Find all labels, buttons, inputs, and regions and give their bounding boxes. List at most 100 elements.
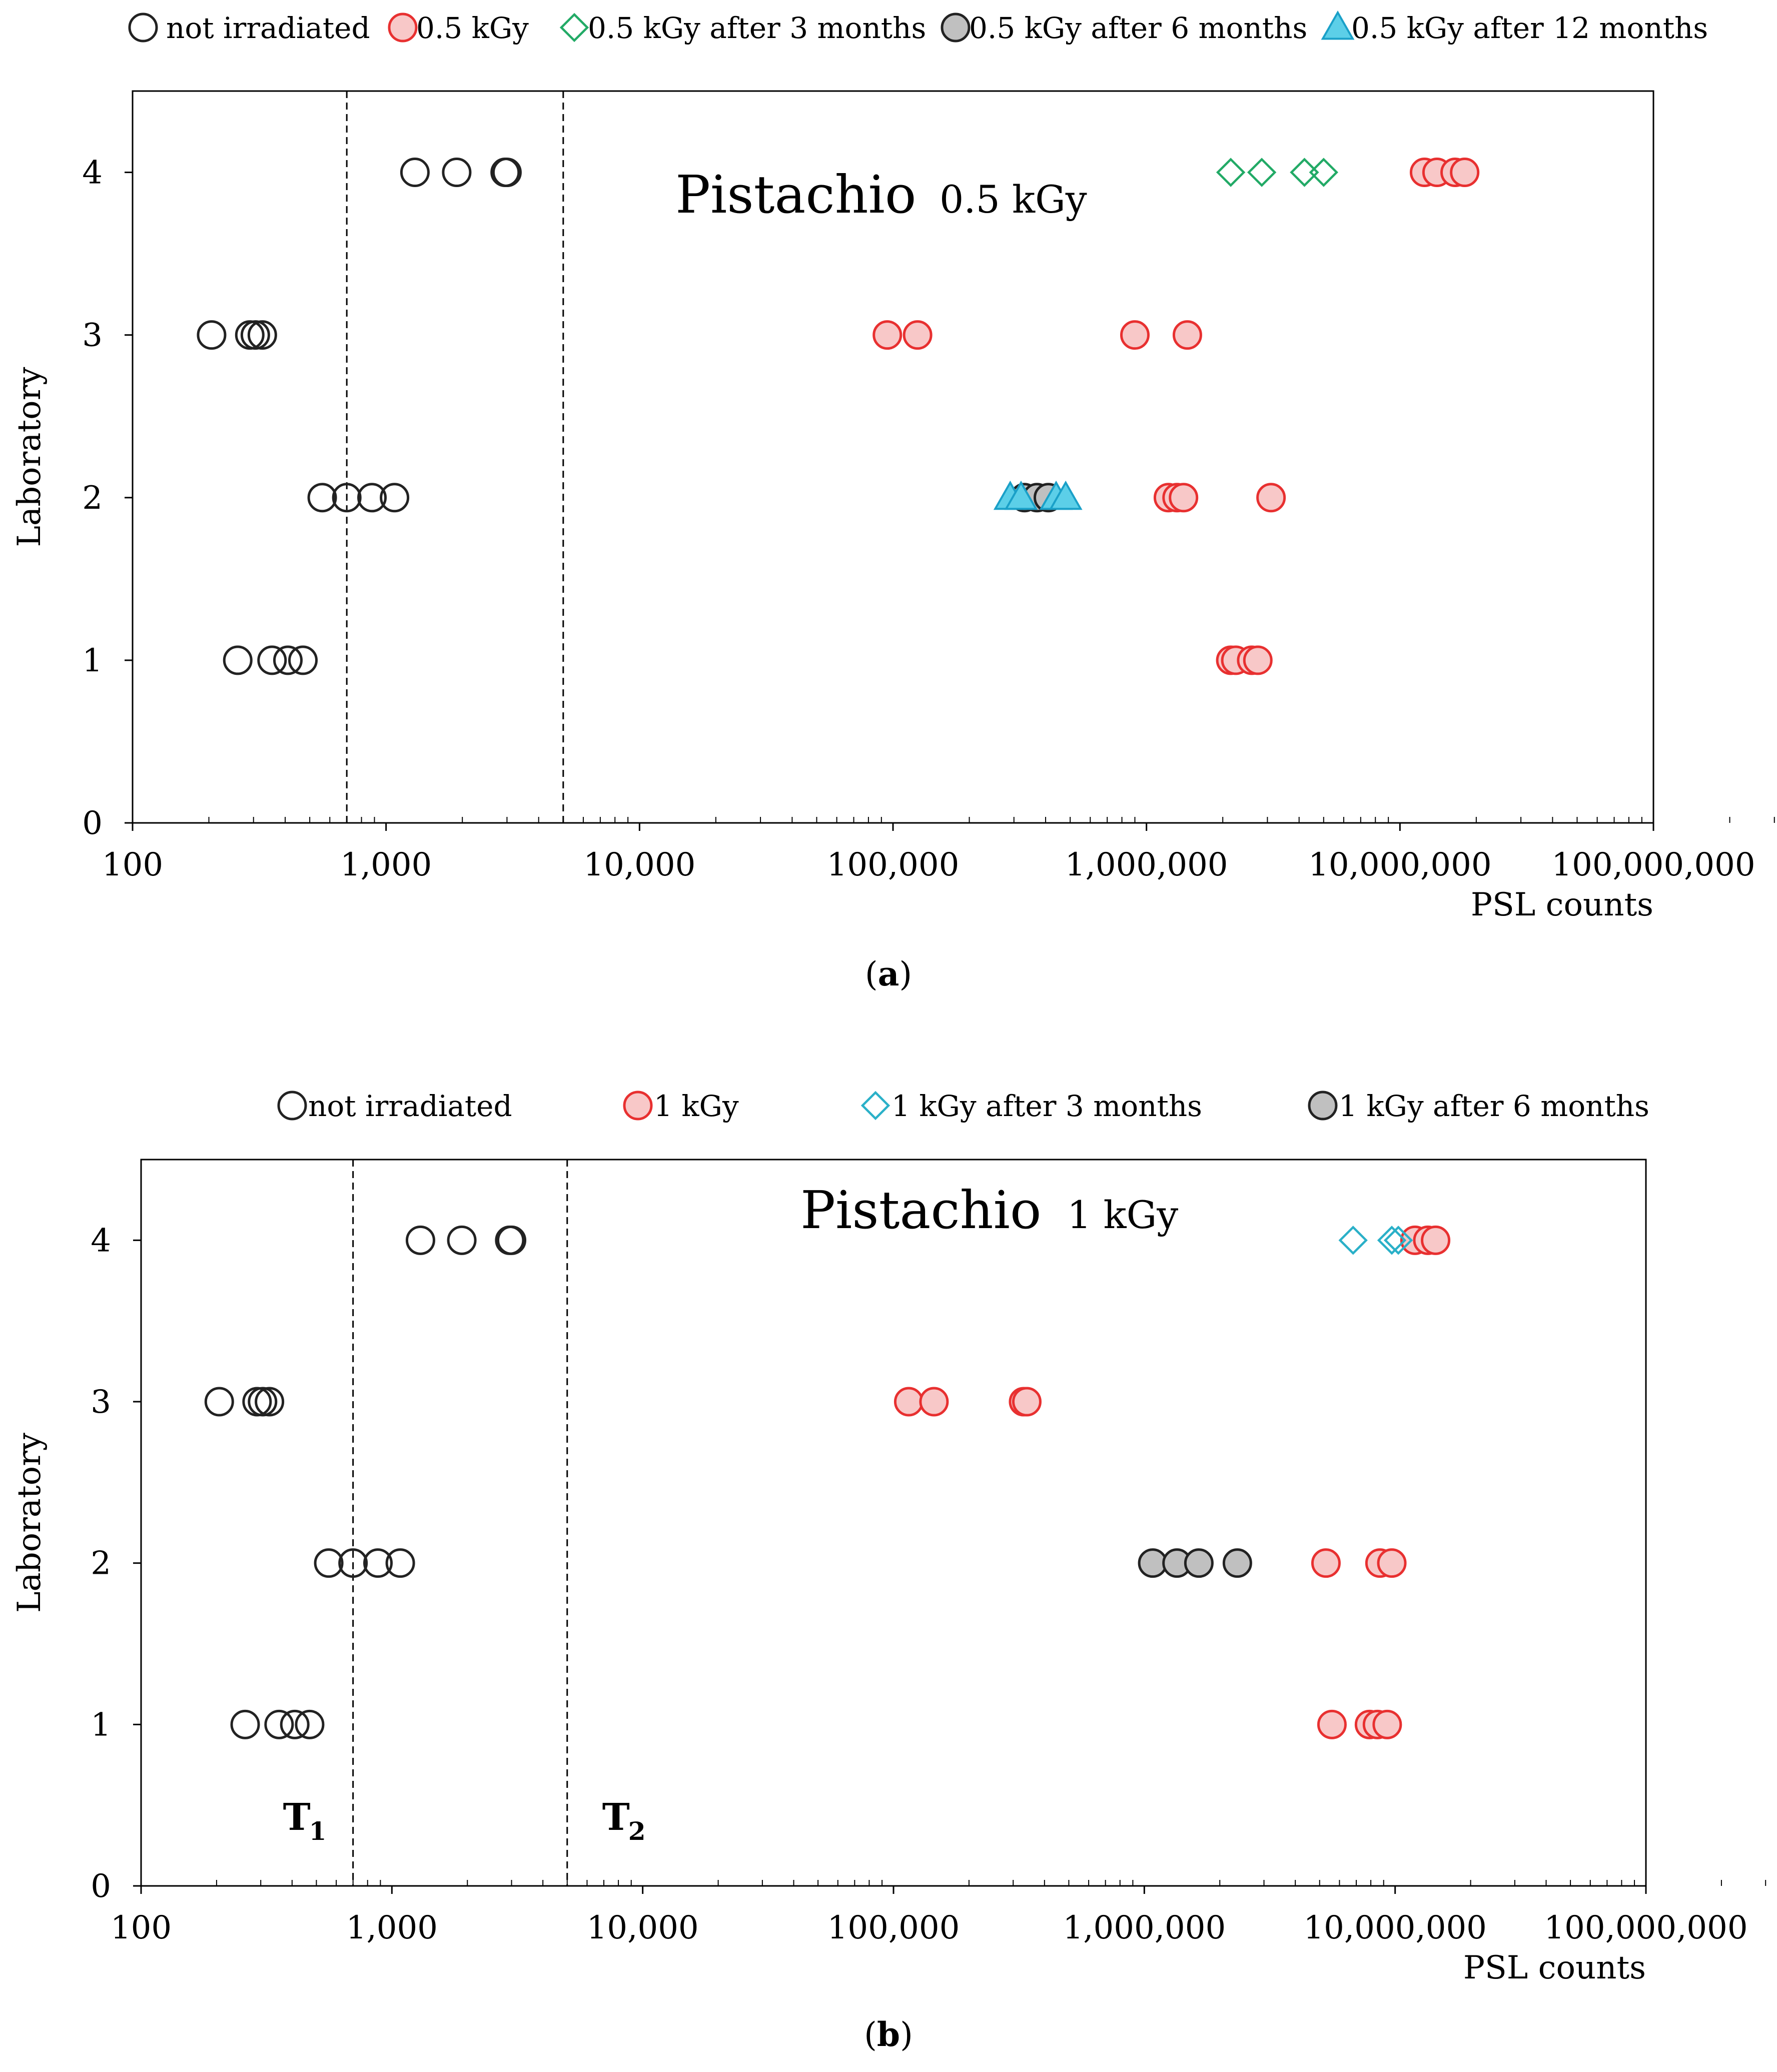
data-point [1222, 1548, 1252, 1578]
data-point [1049, 480, 1083, 510]
y-tick-label: 0 [91, 1868, 111, 1905]
chart-title: Pistachio [675, 164, 917, 225]
data-point [1450, 158, 1480, 188]
data-point [363, 1548, 393, 1578]
legend-marker-5 [1321, 10, 1355, 40]
data-point [400, 158, 430, 188]
threshold-label-sub-1: 1 [309, 1816, 327, 1846]
data-point [1377, 1226, 1407, 1255]
legend-label-2: 1 kGy [654, 1089, 739, 1123]
data-point [223, 645, 253, 675]
x-tick-label: 1,000 [346, 1909, 438, 1946]
data-point [280, 1709, 310, 1739]
data-point [872, 320, 903, 350]
data-point [442, 158, 472, 188]
data-point [1120, 320, 1150, 350]
data-point [405, 1225, 435, 1255]
data-point [1377, 1548, 1407, 1578]
data-point [1311, 1548, 1341, 1578]
legend-marker-4 [941, 13, 971, 43]
legend-marker-3 [860, 1091, 891, 1121]
data-point [492, 158, 522, 188]
legend-marker-2 [623, 1091, 653, 1121]
caption-close: ) [900, 2015, 913, 2054]
legend-label-4: 0.5 kGy after 6 months [969, 11, 1307, 45]
x-tick-label: 1,000,000 [1065, 846, 1228, 883]
data-point [1247, 158, 1277, 187]
y-tick-label: 2 [82, 480, 103, 517]
x-tick-label: 10,000,000 [1308, 846, 1491, 883]
data-point [903, 320, 933, 350]
data-point [894, 1387, 924, 1417]
x-tick-label: 10,000,000 [1303, 1909, 1486, 1946]
data-point [1338, 1226, 1368, 1255]
data-point [357, 483, 387, 513]
panel-caption: (a) [865, 954, 912, 993]
chart-subtitle: 1 kGy [1067, 1193, 1178, 1237]
data-point [1309, 158, 1338, 187]
caption-letter: b [877, 2015, 900, 2054]
legend-label-2: 0.5 kGy [416, 11, 529, 45]
legend-label-3: 1 kGy after 3 months [892, 1089, 1202, 1123]
caption-letter: a [878, 954, 900, 993]
chart-subtitle: 0.5 kGy [940, 177, 1087, 222]
y-tick-label: 0 [82, 805, 103, 842]
legend-label-4: 1 kGy after 6 months [1339, 1089, 1649, 1123]
data-point [385, 1548, 415, 1578]
x-tick-label: 1,000 [340, 846, 432, 883]
data-point [204, 1387, 234, 1417]
x-tick-label: 10,000 [583, 846, 695, 883]
legend-marker-1 [277, 1091, 307, 1121]
data-point [273, 645, 303, 675]
panel-a: 100 1,000 10,000 100,000 1,000,000 10,000,000… [11, 10, 1775, 993]
x-tick-label: 100,000 [827, 1909, 960, 1946]
data-point [255, 1387, 285, 1417]
data-point [1138, 1548, 1168, 1578]
x-tick-label: 1,000,000 [1063, 1909, 1226, 1946]
data-point [338, 1548, 368, 1578]
y-tick-label: 4 [91, 1222, 111, 1259]
data-point [1383, 1226, 1413, 1255]
threshold-label-1: T [283, 1796, 311, 1839]
data-point [332, 483, 362, 513]
data-point [257, 645, 287, 675]
data-point [1216, 158, 1246, 187]
data-point [314, 1548, 344, 1578]
x-axis-title: PSL counts [1463, 1949, 1646, 1986]
data-point [247, 320, 277, 350]
caption-open: ( [865, 955, 878, 993]
caption-close: ) [899, 955, 912, 993]
x-tick-label: 100 [111, 1909, 172, 1946]
data-point [1243, 645, 1273, 675]
data-point [1184, 1548, 1214, 1578]
legend-label-5: 0.5 kGy after 12 months [1351, 11, 1708, 45]
data-point [1012, 1387, 1042, 1417]
x-tick-label: 100 [102, 846, 163, 883]
legend-marker-4 [1308, 1091, 1338, 1121]
data-point [1290, 158, 1319, 187]
y-tick-label: 4 [82, 155, 103, 192]
data-point [1372, 1709, 1402, 1739]
data-point [295, 1709, 325, 1739]
x-tick-label: 100,000,000 [1551, 846, 1755, 883]
data-point [240, 320, 270, 350]
data-point [230, 1709, 260, 1739]
panel-b: 100 1,000 10,000 100,000 1,000,000 10,000,000… [11, 1089, 1766, 2054]
y-tick-label: 1 [91, 1706, 111, 1743]
y-tick-label: 1 [82, 642, 103, 679]
chart-title: Pistachio [800, 1180, 1042, 1241]
x-tick-label: 10,000 [587, 1909, 699, 1946]
legend-marker-2 [388, 13, 418, 43]
x-tick-label: 100,000 [827, 846, 960, 883]
data-point [288, 645, 318, 675]
threshold-label-sub-2: 2 [628, 1816, 646, 1846]
data-point [1317, 1709, 1347, 1739]
x-axis-title: PSL counts [1471, 886, 1653, 923]
data-point [248, 1387, 278, 1417]
data-point [497, 1225, 527, 1255]
threshold-label-2: T [602, 1796, 630, 1839]
y-tick-label: 3 [91, 1384, 111, 1421]
data-point [1256, 483, 1286, 513]
data-point [1421, 1225, 1451, 1255]
